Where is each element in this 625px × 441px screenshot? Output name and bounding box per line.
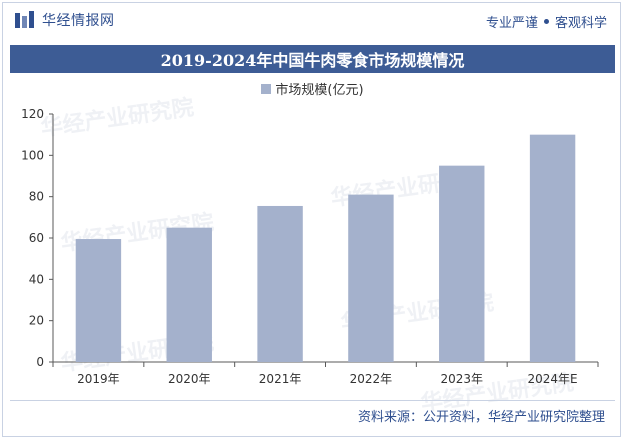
- tagline-dot-icon: [543, 19, 549, 24]
- title-bar: 2019-2024年中国牛肉零食市场规模情况: [10, 45, 615, 73]
- x-tick-label: 2022年: [350, 372, 393, 386]
- tagline-right: 客观科学: [554, 16, 607, 31]
- x-tick-label: 2019年: [77, 372, 120, 386]
- x-tick-label: 2024年E: [528, 372, 578, 386]
- legend: 市场规模(亿元): [0, 79, 625, 98]
- x-tick-label: 2023年: [440, 372, 483, 386]
- source-divider: [10, 400, 615, 401]
- x-tick-label: 2021年: [259, 372, 302, 386]
- bar: [439, 165, 485, 362]
- logo-text: 华经情报网: [42, 13, 115, 29]
- chart-title: 2019-2024年中国牛肉零食市场规模情况: [160, 51, 465, 70]
- bar: [75, 239, 122, 362]
- chart-frame: [2, 2, 621, 437]
- bar: [257, 205, 303, 362]
- y-tick-label: 20: [29, 314, 44, 328]
- bar: [529, 134, 576, 362]
- bar: [348, 194, 394, 362]
- y-tick-label: 80: [29, 190, 44, 204]
- y-tick-label: 100: [21, 148, 44, 162]
- y-tick-label: 120: [21, 107, 44, 121]
- tagline: 专业严谨 客观科学: [486, 12, 607, 31]
- tagline-left: 专业严谨: [485, 16, 538, 31]
- y-tick-label: 40: [29, 272, 44, 286]
- bar: [166, 227, 212, 362]
- legend-label: 市场规模(亿元): [275, 83, 364, 98]
- legend-swatch: [261, 83, 272, 94]
- header-bar: 华经情报网 专业严谨 客观科学: [0, 0, 625, 40]
- logo: 华经情报网: [14, 10, 115, 30]
- x-tick-label: 2020年: [168, 372, 211, 386]
- y-tick-label: 60: [29, 231, 44, 245]
- source-note: 资料来源：公开资料，华经产业研究院整理: [357, 410, 605, 425]
- logo-icon: [15, 11, 34, 28]
- y-tick-label: 0: [36, 355, 44, 369]
